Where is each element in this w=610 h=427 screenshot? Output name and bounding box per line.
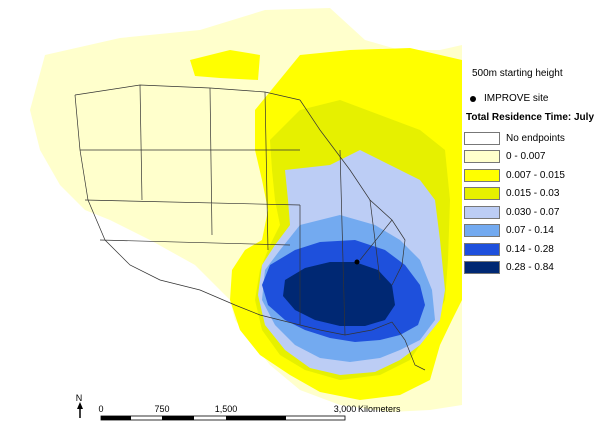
legend-item-label: 0.015 - 0.03 <box>506 188 560 200</box>
legend-item-label: 0.14 - 0.28 <box>506 243 554 255</box>
legend-swatch <box>464 131 500 145</box>
legend-swatch <box>464 242 500 256</box>
legend-item: 0.030 - 0.07 <box>464 203 565 222</box>
legend-swatch <box>464 150 500 164</box>
legend-item: 0 - 0.007 <box>464 148 565 167</box>
scale-bar: 0 750 1,500 3,000 Kilometers <box>98 404 401 421</box>
legend-swatch <box>464 205 500 219</box>
improve-site-legend: IMPROVE site <box>470 93 548 104</box>
legend-title: Total Residence Time: July <box>466 112 595 123</box>
svg-text:750: 750 <box>154 404 169 414</box>
legend-item: 0.07 - 0.14 <box>464 222 565 241</box>
legend-item-label: 0.07 - 0.14 <box>506 225 554 237</box>
legend-item-label: No endpoints <box>506 132 565 144</box>
svg-text:N: N <box>76 393 83 403</box>
north-arrow: N <box>76 393 83 418</box>
legend-item-label: 0 - 0.007 <box>506 151 546 163</box>
legend-swatch <box>464 168 500 182</box>
boundaries <box>74 84 426 371</box>
legend-item-label: 0.28 - 0.84 <box>506 262 554 274</box>
legend-swatch <box>464 187 500 201</box>
zone-0.28-0.84 <box>283 262 395 326</box>
legend-item: 0.28 - 0.84 <box>464 259 565 278</box>
residence-time-map: N 0 750 1,500 3,000 Kilometers <box>30 8 462 421</box>
svg-text:0: 0 <box>98 404 103 414</box>
legend-swatch <box>464 261 500 275</box>
improve-site-label: IMPROVE site <box>484 93 549 104</box>
svg-text:3,000: 3,000 <box>334 404 357 414</box>
svg-text:1,500: 1,500 <box>215 404 238 414</box>
legend-item: 0.015 - 0.03 <box>464 185 565 204</box>
legend-item: 0.14 - 0.28 <box>464 240 565 259</box>
improve-site-dot-icon <box>470 95 476 102</box>
legend-item-label: 0.030 - 0.07 <box>506 206 560 218</box>
zone-0.007-0.015-north <box>190 50 260 80</box>
improve-site-marker[interactable] <box>354 259 360 265</box>
legend-item-label: 0.007 - 0.015 <box>506 169 565 181</box>
legend-item: No endpoints <box>464 129 565 148</box>
starting-height-label: 500m starting height <box>472 68 563 79</box>
legend: 500m starting height IMPROVE site Total … <box>462 0 610 427</box>
legend-swatch <box>464 224 500 238</box>
svg-text:Kilometers: Kilometers <box>358 404 401 414</box>
legend-item: 0.007 - 0.015 <box>464 166 565 185</box>
legend-items: No endpoints 0 - 0.007 0.007 - 0.015 0.0… <box>464 129 565 277</box>
